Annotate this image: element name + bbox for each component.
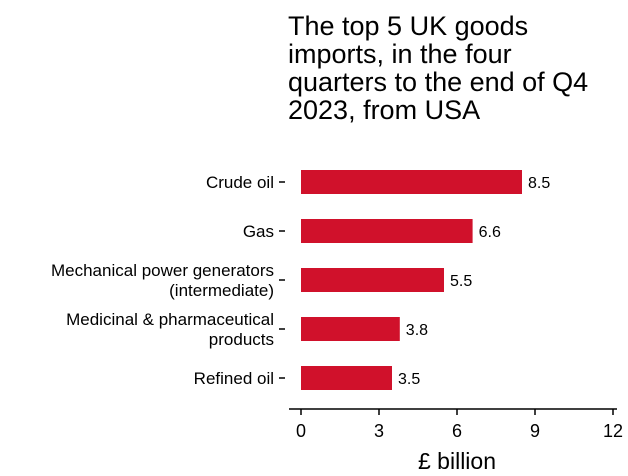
x-tick-label: 6 [452,421,462,441]
category-label: products [209,330,274,349]
category-label: Mechanical power generators [51,261,274,280]
chart-title-line: quarters to the end of Q4 [288,67,589,97]
bar [301,366,392,390]
chart-title-line: 2023, from USA [288,95,481,125]
bar [301,268,444,292]
category-label: Gas [243,222,274,241]
bar-value-label: 6.6 [479,224,501,241]
chart-title-line: The top 5 UK goods [288,11,529,41]
x-tick-label: 0 [296,421,306,441]
x-tick-label: 9 [530,421,540,441]
category-label: Medicinal & pharmaceutical [66,310,274,329]
x-tick-label: 12 [603,421,623,441]
bar-value-label: 8.5 [528,175,550,192]
category-label: Refined oil [194,369,274,388]
bar [301,317,400,341]
chart-title-line: imports, in the four [288,39,512,69]
x-tick-label: 3 [374,421,384,441]
bar [301,170,522,194]
chart-title: The top 5 UK goods imports, in the four … [288,12,618,124]
bar [301,219,473,243]
bar-value-label: 5.5 [450,273,472,290]
bar-value-label: 3.8 [406,322,428,339]
x-axis-label: £ billion [418,448,496,474]
category-label: Crude oil [206,173,274,192]
bar-value-label: 3.5 [398,371,420,388]
category-label: (intermediate) [169,281,274,300]
